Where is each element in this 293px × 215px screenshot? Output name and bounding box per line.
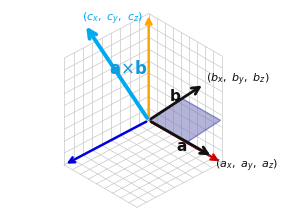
Polygon shape xyxy=(149,98,220,142)
Text: $\mathbf{a}$$\times$$\mathbf{b}$: $\mathbf{a}$$\times$$\mathbf{b}$ xyxy=(109,60,147,78)
Text: $(a_x,\ a_y,\ a_z)$: $(a_x,\ a_y,\ a_z)$ xyxy=(215,158,278,174)
Text: $(b_x,\ b_y,\ b_z)$: $(b_x,\ b_y,\ b_z)$ xyxy=(206,71,270,88)
Text: $\mathbf{a}$: $\mathbf{a}$ xyxy=(176,139,188,154)
Text: $\mathbf{b}$: $\mathbf{b}$ xyxy=(169,88,181,104)
Text: $(c_x,\ c_y,\ c_z)$: $(c_x,\ c_y,\ c_z)$ xyxy=(82,10,144,27)
